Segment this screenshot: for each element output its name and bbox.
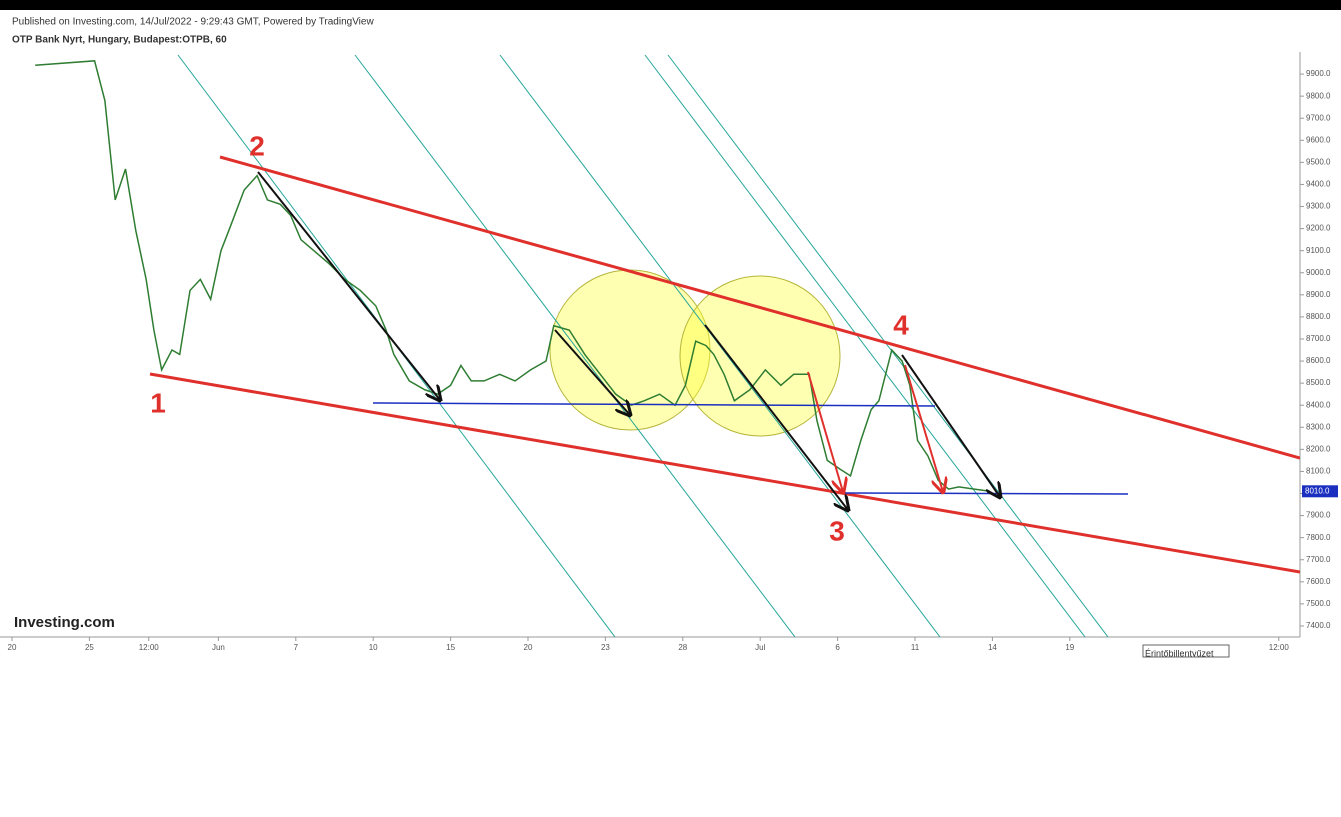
- x-tick-label: 19: [1065, 643, 1074, 652]
- price-line: [35, 60, 990, 493]
- y-tick-label: 8900.0: [1306, 290, 1331, 299]
- y-tick-label: 9400.0: [1306, 180, 1331, 189]
- y-tick-label: 8100.0: [1306, 467, 1331, 476]
- last-price-label: 8010.0: [1305, 486, 1330, 495]
- y-tick-label: 9800.0: [1306, 91, 1331, 100]
- y-tick-label: 8400.0: [1306, 400, 1331, 409]
- symbol-title: OTP Bank Nyrt, Hungary, Budapest:OTPB, 6…: [12, 35, 227, 46]
- highlight-circle: [679, 275, 841, 437]
- x-tick-label: 28: [678, 643, 687, 652]
- x-tick-label: 20: [8, 643, 17, 652]
- trend-line: [149, 372, 1300, 574]
- x-tick-label: Jun: [212, 643, 225, 652]
- y-tick-label: 9100.0: [1306, 246, 1331, 255]
- y-tick-label: 9200.0: [1306, 224, 1331, 233]
- y-tick-label: 9900.0: [1306, 69, 1331, 78]
- x-tick-label: 10: [369, 643, 378, 652]
- tooltip-clip: Érintőbillentyűzet: [1145, 648, 1214, 658]
- y-tick-label: 7600.0: [1306, 577, 1331, 586]
- logo: Investing.com: [14, 614, 115, 631]
- x-tick-label: 25: [85, 643, 94, 652]
- support-line: [372, 402, 936, 407]
- x-tick-label: 7: [294, 643, 299, 652]
- y-tick-label: 7400.0: [1306, 621, 1331, 630]
- top-bar: [0, 0, 1341, 10]
- arrows: [257, 171, 1000, 510]
- annotation: 3: [829, 515, 845, 546]
- y-tick-label: 8600.0: [1306, 356, 1331, 365]
- y-tick-label: 8200.0: [1306, 444, 1331, 453]
- y-tick-label: 8800.0: [1306, 312, 1331, 321]
- trend-line: [219, 155, 1300, 460]
- annotation: 2: [249, 130, 265, 161]
- x-tick-label: 12:00: [139, 643, 160, 652]
- y-tick-label: 7500.0: [1306, 599, 1331, 608]
- annotation: 1: [150, 387, 166, 418]
- x-tick-label: 14: [988, 643, 997, 652]
- x-tick-label: 6: [835, 643, 840, 652]
- tooltip-box: [1142, 644, 1230, 658]
- arrows: [807, 364, 943, 492]
- x-tick-label: 23: [601, 643, 610, 652]
- y-tick-label: 7700.0: [1306, 555, 1331, 564]
- y-tick-label: 7900.0: [1306, 511, 1331, 520]
- y-tick-label: 8300.0: [1306, 422, 1331, 431]
- price-layer: [35, 60, 990, 493]
- y-tick-label: 9700.0: [1306, 113, 1331, 122]
- y-tick-label: 8700.0: [1306, 334, 1331, 343]
- x-tick-label: 12:00: [1269, 643, 1290, 652]
- last-price-box: [1302, 485, 1338, 498]
- y-tick-label: 8500.0: [1306, 378, 1331, 387]
- y-tick-label: 9600.0: [1306, 135, 1331, 144]
- support-line: [844, 492, 1129, 495]
- x-tick-label: Jul: [755, 643, 765, 652]
- x-tick-label: 15: [446, 643, 455, 652]
- y-tick-label: 9500.0: [1306, 157, 1331, 166]
- x-tick-label: 11: [911, 643, 920, 652]
- x-tick-label: 20: [524, 643, 533, 652]
- drawings-fg: [149, 155, 1300, 574]
- published-note: Published on Investing.com, 14/Jul/2022 …: [12, 17, 374, 28]
- y-tick-label: 7800.0: [1306, 533, 1331, 542]
- y-tick-label: 9000.0: [1306, 268, 1331, 277]
- y-tick-label: 9300.0: [1306, 202, 1331, 211]
- annotation: 4: [893, 309, 909, 340]
- tooltip: Érintőbillentyűzet: [1145, 648, 1214, 658]
- drawings-bg: [177, 54, 1109, 637]
